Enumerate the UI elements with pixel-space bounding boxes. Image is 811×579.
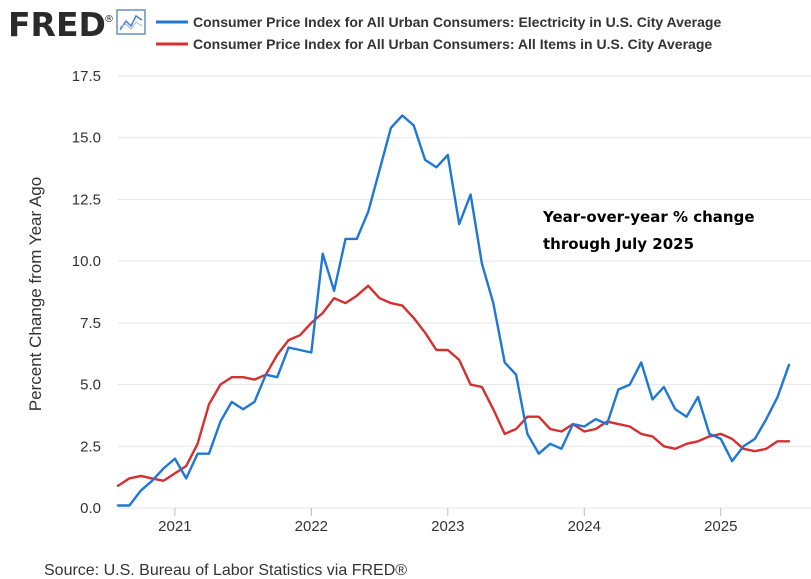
legend-item-electricity: Consumer Price Index for All Urban Consu… — [156, 14, 721, 30]
annotation-line-2: through July 2025 — [543, 235, 694, 253]
fred-logo-registered-mark: ® — [104, 14, 114, 25]
y-tick-label: 12.5 — [72, 191, 101, 208]
y-axis-ticks: 0.0 2.5 5.0 7.5 10.0 12.5 15.0 17.5 — [72, 68, 101, 517]
series-line-electricity — [116, 114, 791, 507]
legend-item-all-items: Consumer Price Index for All Urban Consu… — [156, 36, 712, 52]
y-tick-label: 15.0 — [72, 130, 101, 147]
y-tick-label: 10.0 — [72, 253, 101, 270]
grid-lines — [118, 75, 811, 509]
fred-logo-text: FRED — [8, 5, 106, 44]
series-line-all-items — [116, 284, 791, 487]
y-axis-title: Percent Change from Year Ago — [26, 177, 45, 411]
legend-label-all-items: Consumer Price Index for All Urban Consu… — [193, 36, 712, 52]
legend-label-electricity: Consumer Price Index for All Urban Consu… — [193, 14, 721, 30]
line-chart-icon — [116, 9, 146, 35]
y-tick-label: 17.5 — [72, 68, 101, 85]
y-tick-label: 5.0 — [80, 377, 101, 394]
x-tick-label: 2022 — [295, 518, 328, 535]
source-note: Source: U.S. Bureau of Labor Statistics … — [44, 562, 407, 579]
x-axis-ticks: 2021 2022 2023 2024 2025 — [158, 508, 737, 535]
fred-logo[interactable]: FRED ® — [8, 5, 146, 44]
legend: Consumer Price Index for All Urban Consu… — [156, 14, 721, 52]
x-tick-label: 2023 — [431, 518, 464, 535]
y-tick-label: 2.5 — [80, 438, 101, 455]
x-tick-label: 2021 — [158, 518, 191, 535]
x-tick-label: 2025 — [704, 518, 737, 535]
y-tick-label: 7.5 — [80, 315, 101, 332]
annotation-line-1: Year-over-year % change — [542, 208, 755, 226]
series-lines — [116, 114, 791, 507]
annotation: Year-over-year % change through July 202… — [542, 208, 755, 253]
y-tick-label: 0.0 — [80, 500, 101, 517]
x-tick-label: 2024 — [568, 518, 601, 535]
